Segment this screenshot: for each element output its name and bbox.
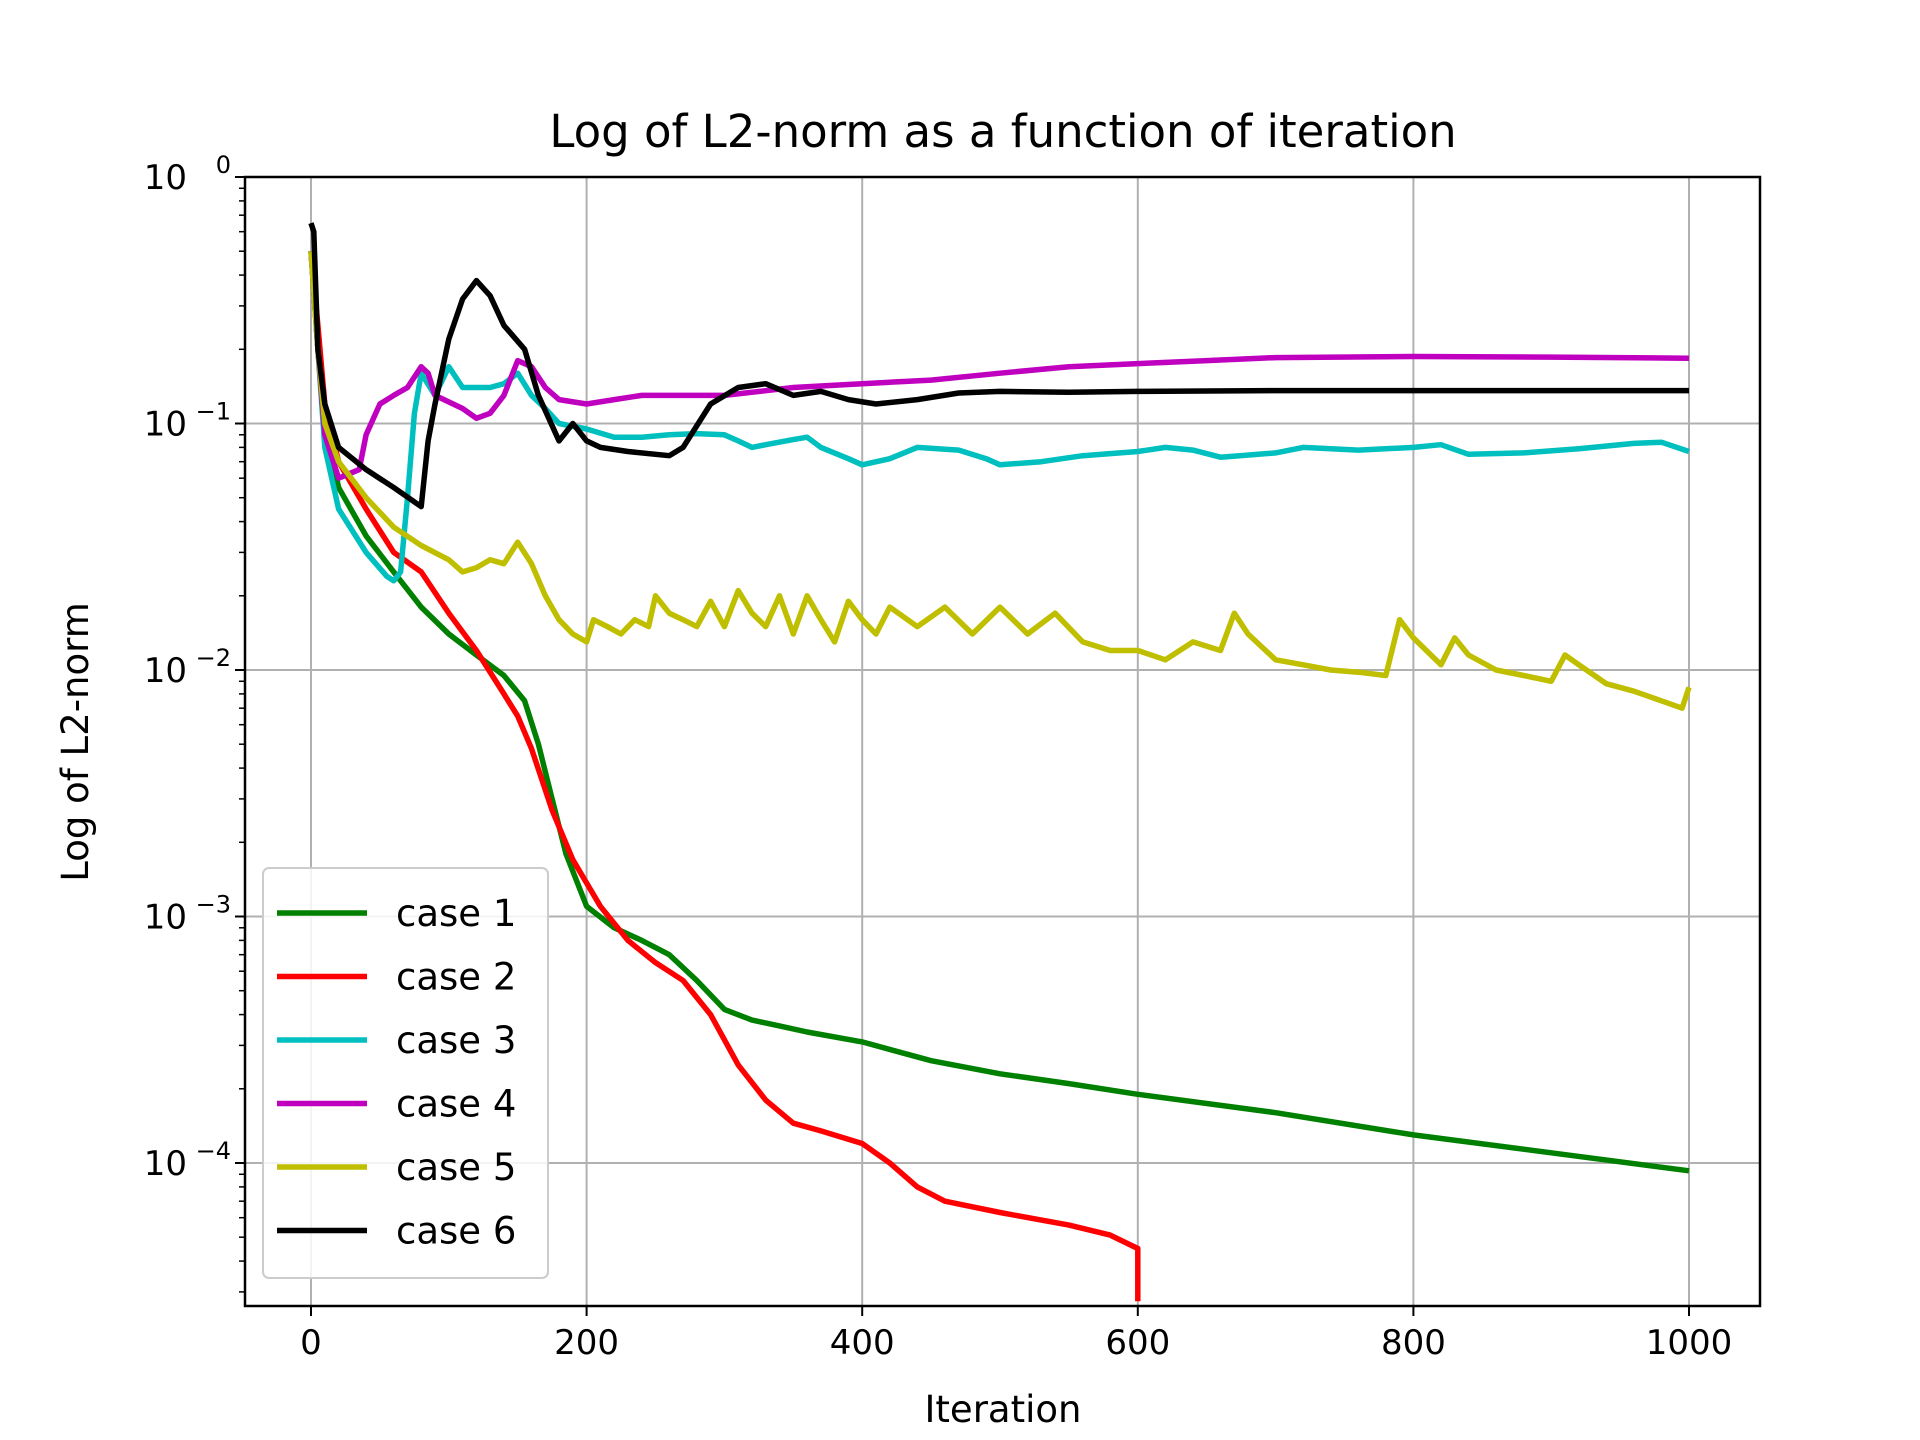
y-tick-label: 10: [144, 1144, 187, 1184]
y-axis-title: Log of L2-norm: [54, 602, 97, 881]
y-tick-label-exponent: −4: [196, 1137, 231, 1165]
y-tick-label-base: 10: [144, 898, 187, 938]
y-tick-label-base: 10: [144, 1144, 187, 1184]
y-tick-label-exponent: −2: [196, 644, 231, 672]
y-tick-label: 10: [144, 651, 187, 691]
series-line-case-3: [308, 251, 1690, 584]
x-tick-label: 0: [300, 1323, 322, 1363]
y-tick-label-exponent: −3: [196, 891, 231, 919]
x-tick-label: 1000: [1646, 1323, 1733, 1363]
series-line-case-6: [308, 222, 1689, 510]
legend-label: case 2: [396, 956, 516, 999]
y-tick-label-exponent: −1: [196, 398, 231, 426]
legend-label: case 5: [396, 1146, 516, 1189]
series-lines: [308, 222, 1692, 1302]
x-tick-label: 800: [1381, 1323, 1446, 1363]
y-tick-label-base: 10: [144, 405, 187, 445]
plot-area-frame: [243, 175, 1762, 1308]
series-line-case-5: [308, 251, 1692, 711]
legend-label: case 1: [396, 892, 516, 935]
y-tick-label-base: 10: [144, 651, 187, 691]
legend-box: [262, 867, 549, 1279]
y-tick-label: 10: [144, 405, 187, 445]
y-tick-label-exponent: 0: [216, 151, 231, 179]
chart-title: Log of L2-norm as a function of iteratio…: [549, 105, 1456, 158]
y-tick-label-base: 10: [144, 158, 187, 198]
legend-label: case 4: [396, 1083, 516, 1126]
series-line-case-2: [308, 250, 1141, 1302]
legend-label: case 6: [396, 1210, 516, 1253]
y-tick-label: 10: [144, 898, 187, 938]
legend-label: case 3: [396, 1019, 516, 1062]
x-tick-label: 200: [554, 1323, 619, 1363]
x-axis-title: Iteration: [925, 1388, 1082, 1431]
x-tick-label: 600: [1105, 1323, 1170, 1363]
y-tick-label: 10: [144, 158, 187, 198]
x-tick-label: 400: [830, 1323, 895, 1363]
legend: case 1 case 2 case 3 case 4 case 5 case 6: [262, 867, 549, 1279]
axis-ticks: 0 200 400 600 800 1000 10 0 10 −1 10 −2 10 −3 10 −4: [144, 151, 1733, 1363]
